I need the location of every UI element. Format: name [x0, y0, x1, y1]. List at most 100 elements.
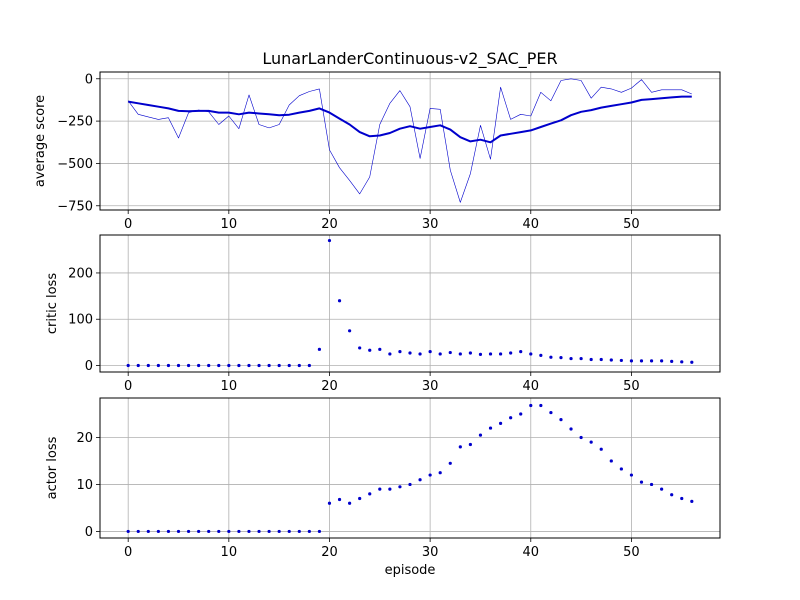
- data-point: [690, 499, 694, 503]
- y-axis-label: actor loss: [45, 436, 60, 499]
- data-point: [337, 299, 342, 303]
- data-point: [488, 352, 493, 356]
- data-point: [639, 480, 644, 484]
- series-line-thin: [127, 78, 692, 203]
- x-tick-label: 10: [221, 217, 238, 232]
- axes-frame: [99, 71, 721, 211]
- data-point: [297, 529, 301, 534]
- data-point: [478, 352, 483, 357]
- data-point: [227, 529, 231, 534]
- data-point: [519, 412, 523, 416]
- x-tick-label: 40: [523, 217, 540, 232]
- data-point: [428, 350, 432, 354]
- data-point: [337, 497, 342, 502]
- data-point: [136, 363, 140, 368]
- data-point: [327, 238, 332, 243]
- data-point: [539, 403, 543, 408]
- x-tick-label: 10: [221, 545, 238, 560]
- data-point: [207, 363, 211, 368]
- data-point: [186, 363, 191, 368]
- data-point: [569, 427, 573, 431]
- y-tick-label: −250: [57, 115, 93, 130]
- data-point: [549, 355, 553, 359]
- data-point: [639, 359, 644, 363]
- data-point: [418, 478, 422, 482]
- data-point: [468, 442, 472, 447]
- data-point: [378, 487, 382, 491]
- y-tick-label: 20: [76, 431, 93, 446]
- x-tick-label: 20: [321, 545, 338, 560]
- y-tick-label: −750: [57, 199, 93, 214]
- data-point: [609, 358, 613, 362]
- data-point: [649, 359, 654, 363]
- x-tick-label: 0: [124, 545, 132, 560]
- data-point: [468, 351, 472, 355]
- y-tick-label: 0: [85, 525, 93, 540]
- data-point: [529, 403, 533, 408]
- data-point: [327, 501, 332, 505]
- y-tick-label: 0: [85, 72, 93, 87]
- data-point: [156, 529, 160, 534]
- y-tick-label: 200: [68, 266, 93, 281]
- x-tick-label: 50: [623, 379, 640, 394]
- data-point: [448, 350, 452, 355]
- x-tick-label: 40: [523, 379, 540, 394]
- data-point: [589, 440, 593, 444]
- data-point: [317, 347, 322, 351]
- data-point: [247, 363, 251, 368]
- data-point: [166, 529, 171, 534]
- data-point: [176, 529, 181, 534]
- data-point: [670, 493, 674, 497]
- data-point: [599, 447, 603, 451]
- data-point: [378, 347, 382, 351]
- y-axis-label: average score: [33, 95, 48, 187]
- data-point: [297, 363, 301, 368]
- x-tick-label: 0: [124, 379, 132, 394]
- data-point: [599, 357, 603, 362]
- data-point: [398, 350, 402, 354]
- x-tick-label: 10: [221, 379, 238, 394]
- data-point: [619, 467, 623, 471]
- data-point: [680, 360, 684, 364]
- data-point: [307, 363, 311, 368]
- x-axis-label: episode: [385, 563, 436, 578]
- chart-title: LunarLanderContinuous-v2_SAC_PER: [262, 49, 557, 69]
- data-point: [589, 357, 593, 362]
- data-point: [569, 356, 573, 361]
- data-point: [217, 529, 221, 534]
- data-point: [609, 459, 613, 463]
- data-point: [649, 482, 654, 487]
- series-line-thick: [128, 95, 692, 144]
- data-point: [267, 529, 271, 534]
- data-point: [237, 529, 241, 534]
- data-point: [660, 487, 664, 491]
- data-point: [498, 421, 503, 425]
- x-tick-label: 0: [124, 217, 132, 232]
- data-point: [509, 416, 513, 420]
- data-point: [277, 529, 281, 534]
- data-point: [559, 356, 563, 360]
- data-point: [358, 496, 362, 501]
- data-point: [126, 363, 130, 368]
- data-point: [690, 360, 694, 364]
- x-tick-label: 40: [523, 545, 540, 560]
- x-tick-label: 20: [321, 379, 338, 394]
- data-point: [287, 363, 291, 368]
- y-axis-label: critic loss: [45, 273, 60, 334]
- data-point: [438, 471, 442, 475]
- data-point: [619, 358, 623, 363]
- panel-2: 0 10 20 30 40 50 0 100 200 critic loss: [45, 234, 721, 394]
- x-tick-label: 30: [422, 545, 439, 560]
- data-point: [579, 356, 583, 361]
- chart-panels: 0 10 20 30 40 50 0 −250 −500 −750 average score 0 10…: [33, 71, 721, 560]
- y-tick-label: −500: [57, 157, 93, 172]
- data-point: [388, 487, 392, 491]
- axes-frame: [99, 234, 721, 373]
- data-point: [247, 529, 251, 534]
- data-point: [549, 410, 553, 415]
- y-tick-label: 0: [85, 359, 93, 374]
- data-point: [388, 352, 392, 356]
- data-point: [307, 529, 311, 534]
- data-point: [126, 529, 130, 534]
- data-point: [428, 473, 432, 477]
